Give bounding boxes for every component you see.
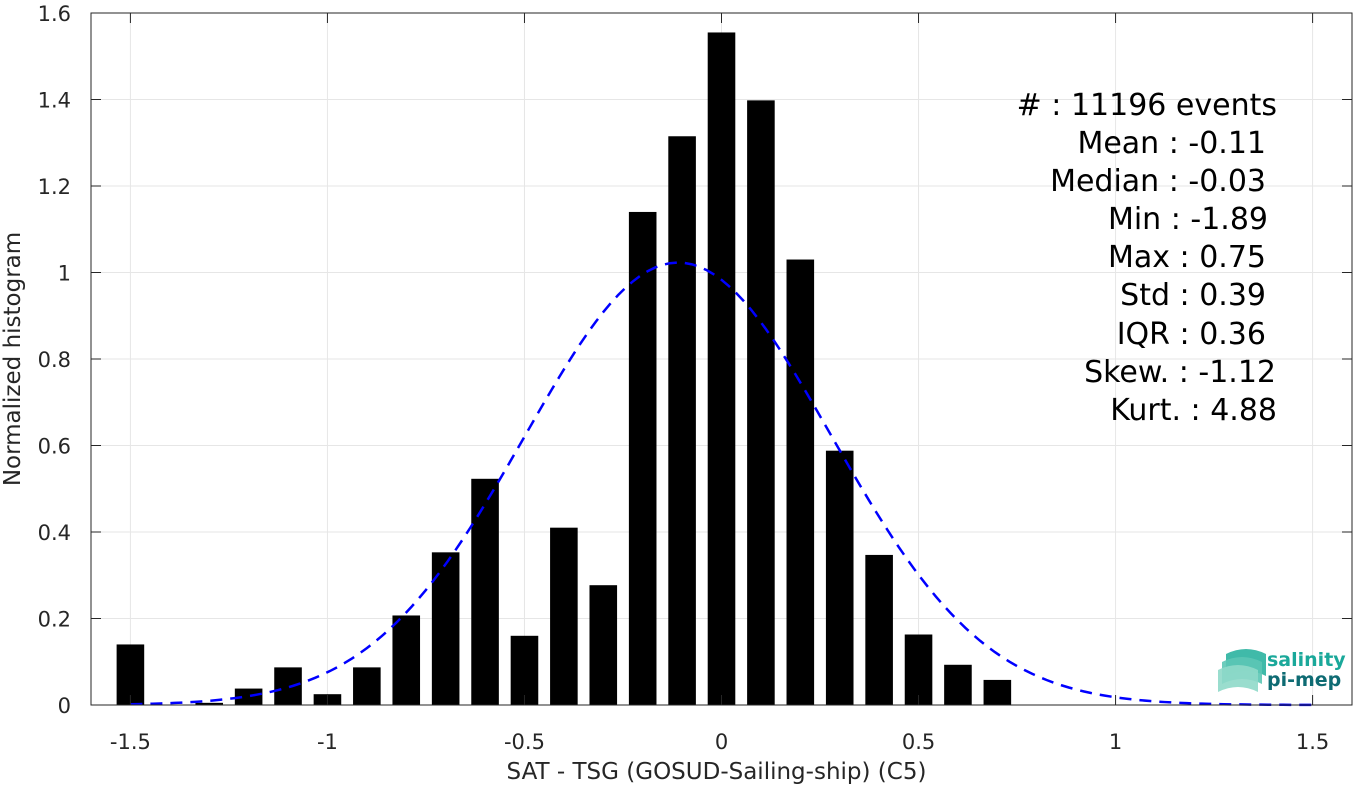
x-tick-label: -1.5	[110, 730, 151, 754]
stat-line: Skew. : -1.12	[1084, 355, 1276, 390]
x-tick-label: -1	[317, 730, 338, 754]
stat-line: Median : -0.03	[1050, 164, 1266, 199]
y-tick-label: 1.2	[38, 175, 71, 199]
stat-line: Kurt. : 4.88	[1110, 393, 1277, 428]
histogram-bar	[707, 32, 736, 705]
histogram-bar	[471, 478, 499, 705]
histogram-bar	[234, 688, 263, 705]
y-tick-label: 0.2	[38, 608, 71, 632]
x-tick-label: -0.5	[504, 730, 545, 754]
histogram-bar	[116, 644, 145, 705]
histogram-bar	[944, 664, 972, 705]
histogram-bar	[510, 635, 539, 705]
x-tick-label: 1.5	[1296, 730, 1329, 754]
stat-line: IQR : 0.36	[1117, 317, 1266, 352]
histogram-bar	[628, 211, 657, 705]
histogram-bar	[392, 615, 421, 705]
y-tick-label: 1	[58, 262, 71, 286]
y-tick-label: 0.6	[38, 435, 71, 459]
x-tick-label: 1	[1109, 730, 1122, 754]
histogram-bar	[550, 527, 578, 705]
stat-line: # : 11196 events	[1017, 88, 1277, 123]
y-axis-label: Normalized histogram	[0, 232, 26, 486]
y-tick-label: 0.4	[38, 521, 71, 545]
histogram-bar	[865, 554, 893, 705]
y-tick-label: 1.4	[38, 89, 71, 113]
y-tick-label: 0.8	[38, 348, 71, 372]
x-tick-label: 0	[715, 730, 728, 754]
histogram-bar	[825, 450, 854, 705]
histogram-bar	[983, 679, 1012, 705]
histogram-bar	[747, 100, 775, 706]
histogram-bar	[195, 702, 224, 705]
y-tick-label: 0	[58, 694, 71, 718]
stat-line: Mean : -0.11	[1077, 126, 1266, 161]
histogram-bar	[904, 634, 933, 705]
logo-text-pimep: pi-mep	[1267, 669, 1341, 691]
y-tick-label: 1.6	[38, 2, 71, 26]
axis-ticks: -1.5 -1 -0.5 0 0.5 1 1.5 0 0.2 0.4 0.6 0.8 1 1.2 1.4 1.…	[38, 2, 1352, 754]
x-axis-label: SAT - TSG (GOSUD-Sailing-ship) (C5)	[507, 759, 927, 785]
histogram-bar	[786, 259, 815, 705]
histogram-bar	[353, 667, 381, 705]
x-tick-label: 0.5	[902, 730, 935, 754]
histogram-bar	[668, 136, 696, 705]
logo-wave-icon	[1218, 665, 1258, 692]
histogram-bar	[274, 667, 302, 705]
gaussian-fit-curve	[130, 261, 1313, 707]
histogram-bars	[116, 32, 1012, 706]
stat-line: Max : 0.75	[1108, 240, 1266, 275]
logo-text-salinity: salinity	[1267, 649, 1346, 671]
stat-line: Min : -1.89	[1108, 202, 1268, 237]
histogram-bar	[589, 585, 618, 705]
stat-line: Std : 0.39	[1120, 278, 1266, 313]
